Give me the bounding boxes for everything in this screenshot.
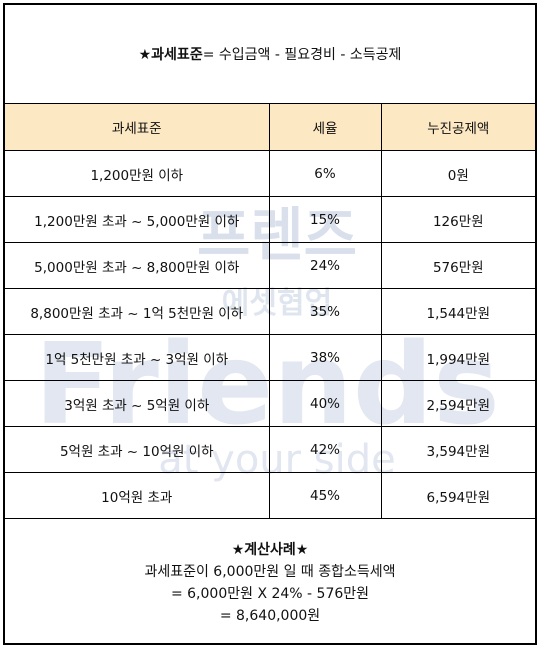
tax-rate-table: 과세표준 세율 누진공제액 1,200만원 이하 6% 0원 1,200만원 초… [5,104,535,519]
example-line: = 6,000만원 X 24% - 576만원 [170,586,370,602]
cell-tax-rate: 15% [268,196,382,243]
cell-deduction: 6,594만원 [380,472,535,519]
cell-deduction: 0원 [380,150,535,197]
example-line: = 8,640,000원 [219,608,321,624]
cell-tax-rate: 6% [268,150,382,197]
example-line: 과세표준이 6,000만원 일 때 종합소득세액 [144,564,396,580]
table-row: 1,200만원 초과 ~ 5,000만원 이하 15% 126만원 [5,196,535,243]
cell-tax-base: 1,200만원 초과 ~ 5,000만원 이하 [5,196,270,243]
cell-tax-base: 5억원 초과 ~ 10억원 이하 [5,426,270,473]
cell-deduction: 1,994만원 [380,334,535,381]
cell-tax-base: 3억원 초과 ~ 5억원 이하 [5,380,270,427]
cell-tax-rate: 24% [268,242,382,289]
tax-base-formula: ★과세표준 = 수입금액 - 필요경비 - 소득공제 [5,5,535,104]
formula-expression: = 수입금액 - 필요경비 - 소득공제 [202,47,402,63]
table-row: 5억원 초과 ~ 10억원 이하 42% 3,594만원 [5,426,535,473]
cell-tax-base: 10억원 초과 [5,472,270,519]
cell-tax-rate: 35% [268,288,382,335]
cell-tax-rate: 45% [268,472,382,519]
table-row: 1억 5천만원 초과 ~ 3억원 이하 38% 1,994만원 [5,334,535,381]
table-row: 8,800만원 초과 ~ 1억 5천만원 이하 35% 1,544만원 [5,288,535,335]
tax-rate-document: 프렌즈 에셋협업 Friends at your side ★과세표준 = 수입… [3,3,537,645]
cell-deduction: 576만원 [380,242,535,289]
table-row: 10억원 초과 45% 6,594만원 [5,472,535,519]
table-row: 3억원 초과 ~ 5억원 이하 40% 2,594만원 [5,380,535,427]
cell-tax-rate: 38% [268,334,382,381]
calculation-example: ★계산사례★ 과세표준이 6,000만원 일 때 종합소득세액 = 6,000만… [5,523,535,643]
cell-tax-base: 1억 5천만원 초과 ~ 3억원 이하 [5,334,270,381]
example-title: ★계산사례★ [231,542,309,558]
formula-label: ★과세표준 [138,47,203,63]
cell-deduction: 1,544만원 [380,288,535,335]
header-tax-rate: 세율 [268,104,382,151]
cell-deduction: 3,594만원 [380,426,535,473]
cell-tax-base: 8,800만원 초과 ~ 1억 5천만원 이하 [5,288,270,335]
cell-deduction: 2,594만원 [380,380,535,427]
cell-deduction: 126만원 [380,196,535,243]
header-tax-base: 과세표준 [5,104,270,151]
table-row: 1,200만원 이하 6% 0원 [5,150,535,197]
table-row: 5,000만원 초과 ~ 8,800만원 이하 24% 576만원 [5,242,535,289]
cell-tax-rate: 42% [268,426,382,473]
table-header-row: 과세표준 세율 누진공제액 [5,104,535,151]
header-deduction: 누진공제액 [380,104,535,151]
cell-tax-base: 1,200만원 이하 [5,150,270,197]
cell-tax-rate: 40% [268,380,382,427]
cell-tax-base: 5,000만원 초과 ~ 8,800만원 이하 [5,242,270,289]
